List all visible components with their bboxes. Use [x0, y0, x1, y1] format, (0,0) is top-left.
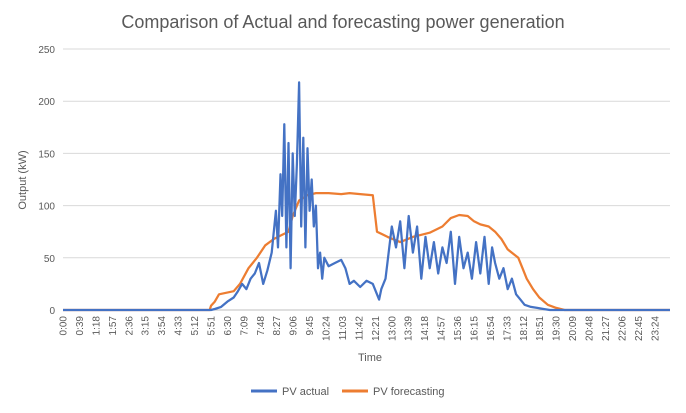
x-tick-label: 10:24 — [322, 316, 333, 341]
x-tick-label: 3:54 — [157, 316, 168, 336]
y-tick-label: 250 — [38, 45, 55, 56]
x-tick-label: 16:15 — [469, 316, 480, 341]
x-tick-label: 23:24 — [650, 316, 661, 341]
x-tick-label: 5:12 — [190, 316, 201, 336]
x-tick-labels: 0:00 0:39 1:18 1:57 2:36 3:15 3:54 4:33 5:12 5:51… — [59, 316, 662, 341]
y-tick-label: 100 — [38, 202, 55, 213]
chart-title: Comparison of Actual and forecasting pow… — [121, 12, 564, 32]
x-tick-label: 14:18 — [420, 316, 431, 341]
x-tick-label: 7:48 — [256, 316, 267, 336]
x-tick-label: 13:39 — [404, 316, 415, 341]
x-tick-label: 4:33 — [174, 316, 185, 336]
x-tick-label: 12:21 — [371, 316, 382, 341]
legend-label-pv-forecasting: PV forecasting — [373, 386, 445, 398]
legend: PV actual PV forecasting — [251, 386, 445, 398]
x-tick-label: 3:15 — [141, 316, 152, 336]
y-tick-label: 200 — [38, 97, 55, 108]
x-tick-label: 0:39 — [75, 316, 86, 336]
x-tick-label: 15:36 — [453, 316, 464, 341]
x-tick-label: 9:06 — [289, 316, 300, 336]
x-tick-label: 20:09 — [568, 316, 579, 341]
x-tick-label: 1:57 — [108, 316, 119, 336]
x-tick-label: 2:36 — [124, 316, 135, 336]
x-tick-label: 22:45 — [634, 316, 645, 341]
legend-label-pv-actual: PV actual — [282, 386, 329, 398]
x-tick-label: 11:03 — [338, 316, 349, 341]
x-tick-label: 22:06 — [617, 316, 628, 341]
x-tick-label: 18:51 — [535, 316, 546, 341]
x-tick-label: 1:18 — [91, 316, 102, 336]
x-tick-label: 6:30 — [223, 316, 234, 336]
series-line-pv-actual — [63, 81, 670, 312]
x-tick-label: 18:12 — [519, 316, 530, 341]
x-tick-label: 5:51 — [206, 316, 217, 336]
series-lines — [63, 81, 670, 312]
x-tick-label: 21:27 — [601, 316, 612, 341]
x-tick-label: 8:27 — [272, 316, 283, 336]
x-tick-label: 9:45 — [305, 316, 316, 336]
y-tick-label: 0 — [49, 306, 55, 317]
x-tick-label: 19:30 — [552, 316, 563, 341]
x-tick-label: 11:42 — [354, 316, 365, 341]
x-tick-label: 20:48 — [585, 316, 596, 341]
x-tick-label: 7:09 — [239, 316, 250, 336]
x-tick-label: 13:00 — [387, 316, 398, 341]
y-tick-label: 50 — [44, 254, 56, 265]
x-tick-label: 17:33 — [502, 316, 513, 341]
x-tick-label: 16:54 — [486, 316, 497, 341]
y-tick-labels: 0 50 100 150 200 250 — [38, 45, 55, 317]
x-tick-label: 0:00 — [59, 316, 70, 336]
x-axis-label: Time — [358, 352, 382, 364]
y-axis-label: Output (kW) — [17, 150, 29, 209]
x-tick-label: 14:57 — [437, 316, 448, 341]
y-tick-label: 150 — [38, 149, 55, 160]
